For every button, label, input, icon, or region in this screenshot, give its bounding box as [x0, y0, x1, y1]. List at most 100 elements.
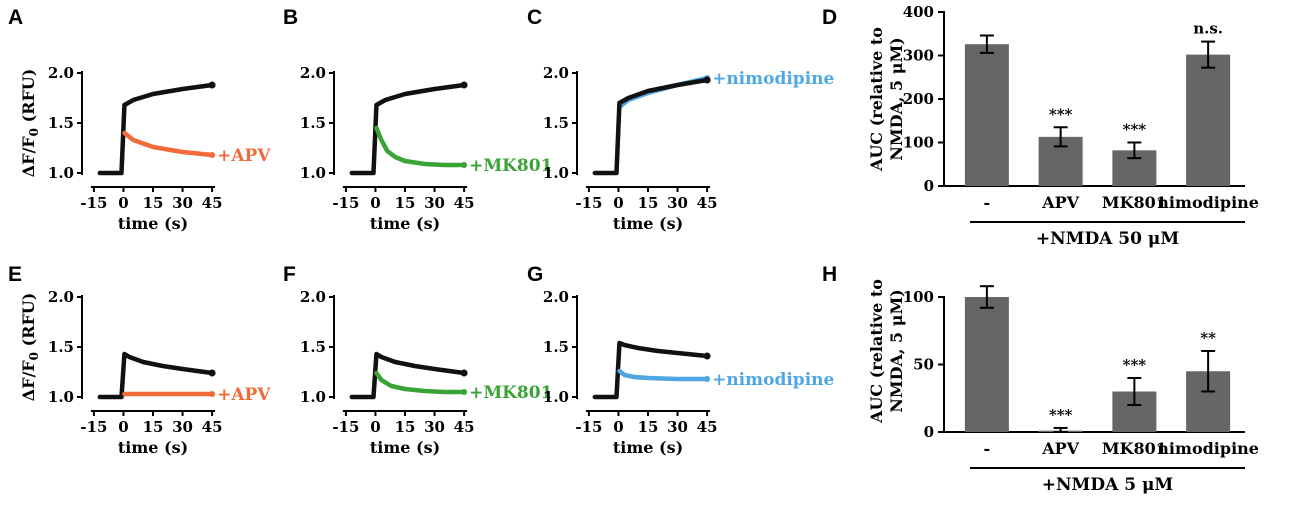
panel-f-series-mk801-line: [374, 370, 467, 395]
panel-d-bar-nimodipine: [1186, 54, 1231, 186]
panel-b-treatment-label: +MK801: [469, 156, 552, 176]
panel-d-ytick-label: 200: [903, 90, 934, 108]
panel-a-series-end-point: [209, 152, 216, 158]
panel-d-category-label: APV: [1041, 193, 1079, 212]
panel-h-significance-label: ***: [1123, 356, 1147, 374]
panel-d-bar-control: [964, 44, 1009, 186]
panel-g-xtick-label: -15: [575, 418, 602, 436]
panel-h-category-label: APV: [1041, 439, 1079, 458]
panel-a-xtick-label: 15: [143, 194, 164, 212]
panel-d-category-label: nimodipine: [1157, 193, 1259, 212]
panel-g-series-end-point: [704, 376, 711, 382]
panel-f-control-end-point: [460, 369, 468, 377]
panel-h-significance-label: ***: [1049, 406, 1073, 424]
panel-b-series-mk801-line: [374, 125, 467, 168]
panel-h-ytick-label: 0: [924, 423, 934, 441]
panel-f-xtick-label: 0: [370, 418, 380, 436]
panel-g-series-nimodipine-line: [617, 368, 710, 382]
panel-h-category-label: MK801: [1102, 439, 1167, 458]
panel-d-significance-label: ***: [1123, 121, 1147, 139]
panel-g-ytick-label: 1.0: [543, 388, 569, 406]
panel-g-xtick-label: 30: [667, 418, 688, 436]
panel-f-xtick-label: 45: [454, 418, 475, 436]
panel-b-ytick-label: 1.0: [300, 164, 326, 182]
panel-g-treatment-label: +nimodipine: [712, 370, 834, 390]
panel-a-series-control-line: [97, 82, 215, 176]
panel-d-significance-label: ***: [1049, 105, 1073, 123]
panel-e-xtick-label: 30: [172, 418, 193, 436]
panel-e-y-label: ΔF/F0 (RFU): [19, 293, 41, 402]
panel-f-xtick-label: 15: [395, 418, 416, 436]
panel-b-series-end-point: [461, 162, 468, 168]
panel-h-group-label: +NMDA 5 μM: [1042, 475, 1174, 495]
panel-b-xtick-label: 45: [454, 194, 475, 212]
panel-d-significance-label: n.s.: [1193, 20, 1223, 38]
panel-letter-g: G: [527, 263, 543, 286]
panel-a-xtick-label: 45: [202, 194, 223, 212]
panel-h-bar-control: [964, 297, 1009, 432]
panel-h-significance-label: **: [1200, 329, 1216, 347]
panel-a-series-apv-line: [122, 130, 215, 158]
panel-d-y-label-line: NMDA, 5 μM): [887, 37, 906, 160]
panel-b-xtick-label: 30: [424, 194, 445, 212]
panel-f-chart: 1.0 1.5 2.0 -15 0 15 30 45 time (s) +MK801: [300, 288, 553, 457]
panel-h-y-label-line: AUC (relative to: [867, 279, 886, 424]
panel-d-category-label: -: [984, 193, 991, 212]
panel-a-x-label: time (s): [118, 214, 188, 233]
panel-c-xtick-label: 45: [697, 194, 718, 212]
panel-letter-b: B: [283, 6, 298, 29]
panel-g-series-control-line: [592, 340, 710, 400]
panel-e-xtick-label: 15: [143, 418, 164, 436]
panel-e-ytick-label: 1.5: [48, 338, 74, 356]
panel-a-ytick-label: 1.0: [48, 164, 74, 182]
panel-e-xtick-label: 0: [118, 418, 128, 436]
panel-a-ytick-label: 2.0: [48, 64, 74, 82]
panel-e-control-end-point: [208, 369, 216, 377]
panel-a-control-end-point: [208, 81, 216, 89]
panel-c-xtick-label: 0: [613, 194, 623, 212]
panel-g-x-label: time (s): [613, 438, 683, 457]
panel-f-ytick-label: 2.0: [300, 288, 326, 306]
panel-e-chart: 1.0 1.5 2.0 -15 0 15 30 45 time (s) ΔF/F0 (RFU) +A…: [19, 288, 271, 457]
panel-a-xtick-label: 30: [172, 194, 193, 212]
panel-b-series-control-line: [349, 82, 467, 176]
panel-h-ytick-label: 50: [913, 356, 934, 374]
panel-c-xtick-label: 15: [638, 194, 659, 212]
panel-d-ytick-label: 100: [903, 134, 934, 152]
panel-c-control-end-point: [703, 76, 711, 84]
panel-h-category-label: nimodipine: [1157, 439, 1259, 458]
panel-e-ytick-label: 1.0: [48, 388, 74, 406]
panel-b-ytick-label: 2.0: [300, 64, 326, 82]
panel-e-xtick-label: -15: [80, 418, 107, 436]
panel-d-y-label-line: AUC (relative to: [867, 27, 886, 172]
panel-e-ytick-label: 2.0: [48, 288, 74, 306]
panel-g-ytick-label: 1.5: [543, 338, 569, 356]
panel-f-series-control-line: [349, 351, 467, 400]
panel-letter-a: A: [8, 6, 23, 29]
panel-e-x-label: time (s): [118, 438, 188, 457]
panel-h-y-label-line: NMDA, 5 μM): [887, 289, 906, 412]
panel-f-ytick-label: 1.5: [300, 338, 326, 356]
panel-b-xtick-label: 15: [395, 194, 416, 212]
panel-b-x-label: time (s): [370, 214, 440, 233]
panel-c-xtick-label: -15: [575, 194, 602, 212]
panel-a-y-label: ΔF/F0 (RFU): [19, 69, 41, 178]
panel-g-xtick-label: 15: [638, 418, 659, 436]
panel-letter-e: E: [8, 263, 22, 286]
panel-g-chart: 1.0 1.5 2.0 -15 0 15 30 45 time (s) +nimodipine: [543, 288, 835, 457]
panel-letter-d: D: [822, 6, 837, 29]
panel-f-xtick-label: 30: [424, 418, 445, 436]
panel-e-xtick-label: 45: [202, 418, 223, 436]
panel-c-series-control-line: [592, 77, 710, 176]
panel-c-x-label: time (s): [613, 214, 683, 233]
panel-a-ytick-label: 1.5: [48, 114, 74, 132]
panel-c-ytick-label: 1.5: [543, 114, 569, 132]
panel-d-chart: 0 100 200 300 400 AUC (relative to NMDA, 5 μM)…: [867, 3, 1259, 249]
panel-c-ytick-label: 1.0: [543, 164, 569, 182]
panel-letter-f: F: [283, 263, 296, 286]
panel-e-series-control-line: [97, 351, 215, 400]
panel-e-treatment-label: +APV: [217, 385, 271, 405]
